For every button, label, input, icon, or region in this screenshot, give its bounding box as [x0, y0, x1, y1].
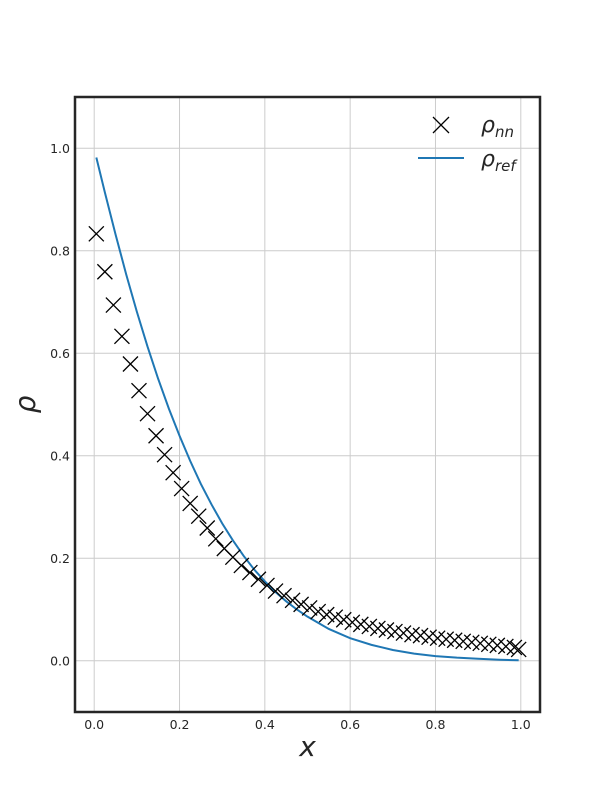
nn-data-point	[267, 583, 284, 600]
nn-data-point	[182, 495, 199, 512]
nn-data-point	[404, 626, 420, 643]
y-tick-label: 0.6	[50, 346, 70, 361]
y-tick-label: 0.4	[50, 448, 70, 463]
x-axis-label: x	[298, 730, 316, 763]
nn-data-point	[301, 600, 318, 616]
nn-data-point	[199, 520, 216, 536]
nn-data-point	[148, 427, 165, 444]
nn-data-point	[497, 638, 514, 655]
nn-data-point	[421, 629, 438, 646]
nn-data-point	[173, 480, 190, 497]
series-nn-markers	[88, 225, 527, 658]
nn-data-point	[310, 603, 327, 620]
legend-label-ref: ρref	[481, 147, 518, 175]
nn-data-point	[156, 446, 173, 463]
nn-data-point	[250, 571, 267, 588]
nn-data-point	[472, 635, 489, 652]
nn-data-point	[259, 577, 275, 594]
legend-label-nn: ρnn	[481, 113, 514, 141]
plot-frame	[73, 95, 542, 714]
legend-label-ref-main: ρ	[481, 147, 495, 172]
y-tick-label: 0.8	[50, 243, 70, 258]
nn-data-point	[293, 596, 310, 613]
y-tick-label: 1.0	[50, 141, 70, 156]
nn-data-point	[88, 225, 105, 242]
legend-label-nn-sub: nn	[495, 123, 514, 141]
nn-data-point	[241, 564, 258, 581]
legend-label-nn-main: ρ	[481, 113, 495, 138]
x-tick-label: 0.0	[84, 717, 104, 732]
nn-data-point	[190, 508, 207, 525]
x-tick-label: 0.8	[426, 717, 446, 732]
y-tick-label: 0.2	[50, 551, 70, 566]
nn-data-point	[165, 464, 182, 481]
nn-data-point	[207, 530, 224, 547]
legend-marker-nn	[432, 116, 450, 134]
nn-data-point	[463, 634, 480, 651]
legend-label-ref-sub: ref	[495, 157, 518, 175]
nn-data-point	[318, 606, 335, 623]
x-axis-ticks: 0.0 0.2 0.4 0.6 0.8 1.0	[84, 717, 531, 732]
x-tick-label: 0.4	[255, 717, 275, 732]
nn-data-point	[429, 630, 446, 647]
nn-data-point	[480, 636, 497, 653]
y-axis-label: ρ	[9, 395, 42, 413]
y-axis-ticks: 0.0 0.2 0.4 0.6 0.8 1.0	[50, 141, 70, 669]
grid-lines	[75, 97, 540, 712]
nn-data-point	[113, 328, 130, 345]
nn-data-point	[455, 633, 472, 650]
nn-data-point	[438, 631, 455, 648]
nn-data-point	[446, 632, 463, 649]
ref-curve	[95, 157, 519, 662]
nn-data-point	[335, 611, 352, 628]
x-tick-label: 0.6	[340, 717, 360, 732]
nn-data-point	[139, 405, 156, 422]
series-ref-line	[95, 157, 519, 662]
nn-data-point	[105, 297, 122, 314]
nn-data-point	[122, 356, 139, 372]
nn-data-point	[489, 637, 506, 654]
nn-data-point	[510, 641, 527, 658]
x-tick-label: 1.0	[511, 717, 531, 732]
x-tick-label: 0.2	[170, 717, 190, 732]
y-tick-label: 0.0	[50, 653, 70, 668]
nn-data-point	[96, 263, 113, 280]
nn-data-point	[506, 639, 523, 656]
nn-data-point	[327, 609, 344, 626]
nn-data-point	[276, 587, 292, 604]
nn-data-point	[284, 592, 301, 609]
nn-data-point	[131, 382, 147, 399]
nn-data-point	[233, 557, 250, 574]
